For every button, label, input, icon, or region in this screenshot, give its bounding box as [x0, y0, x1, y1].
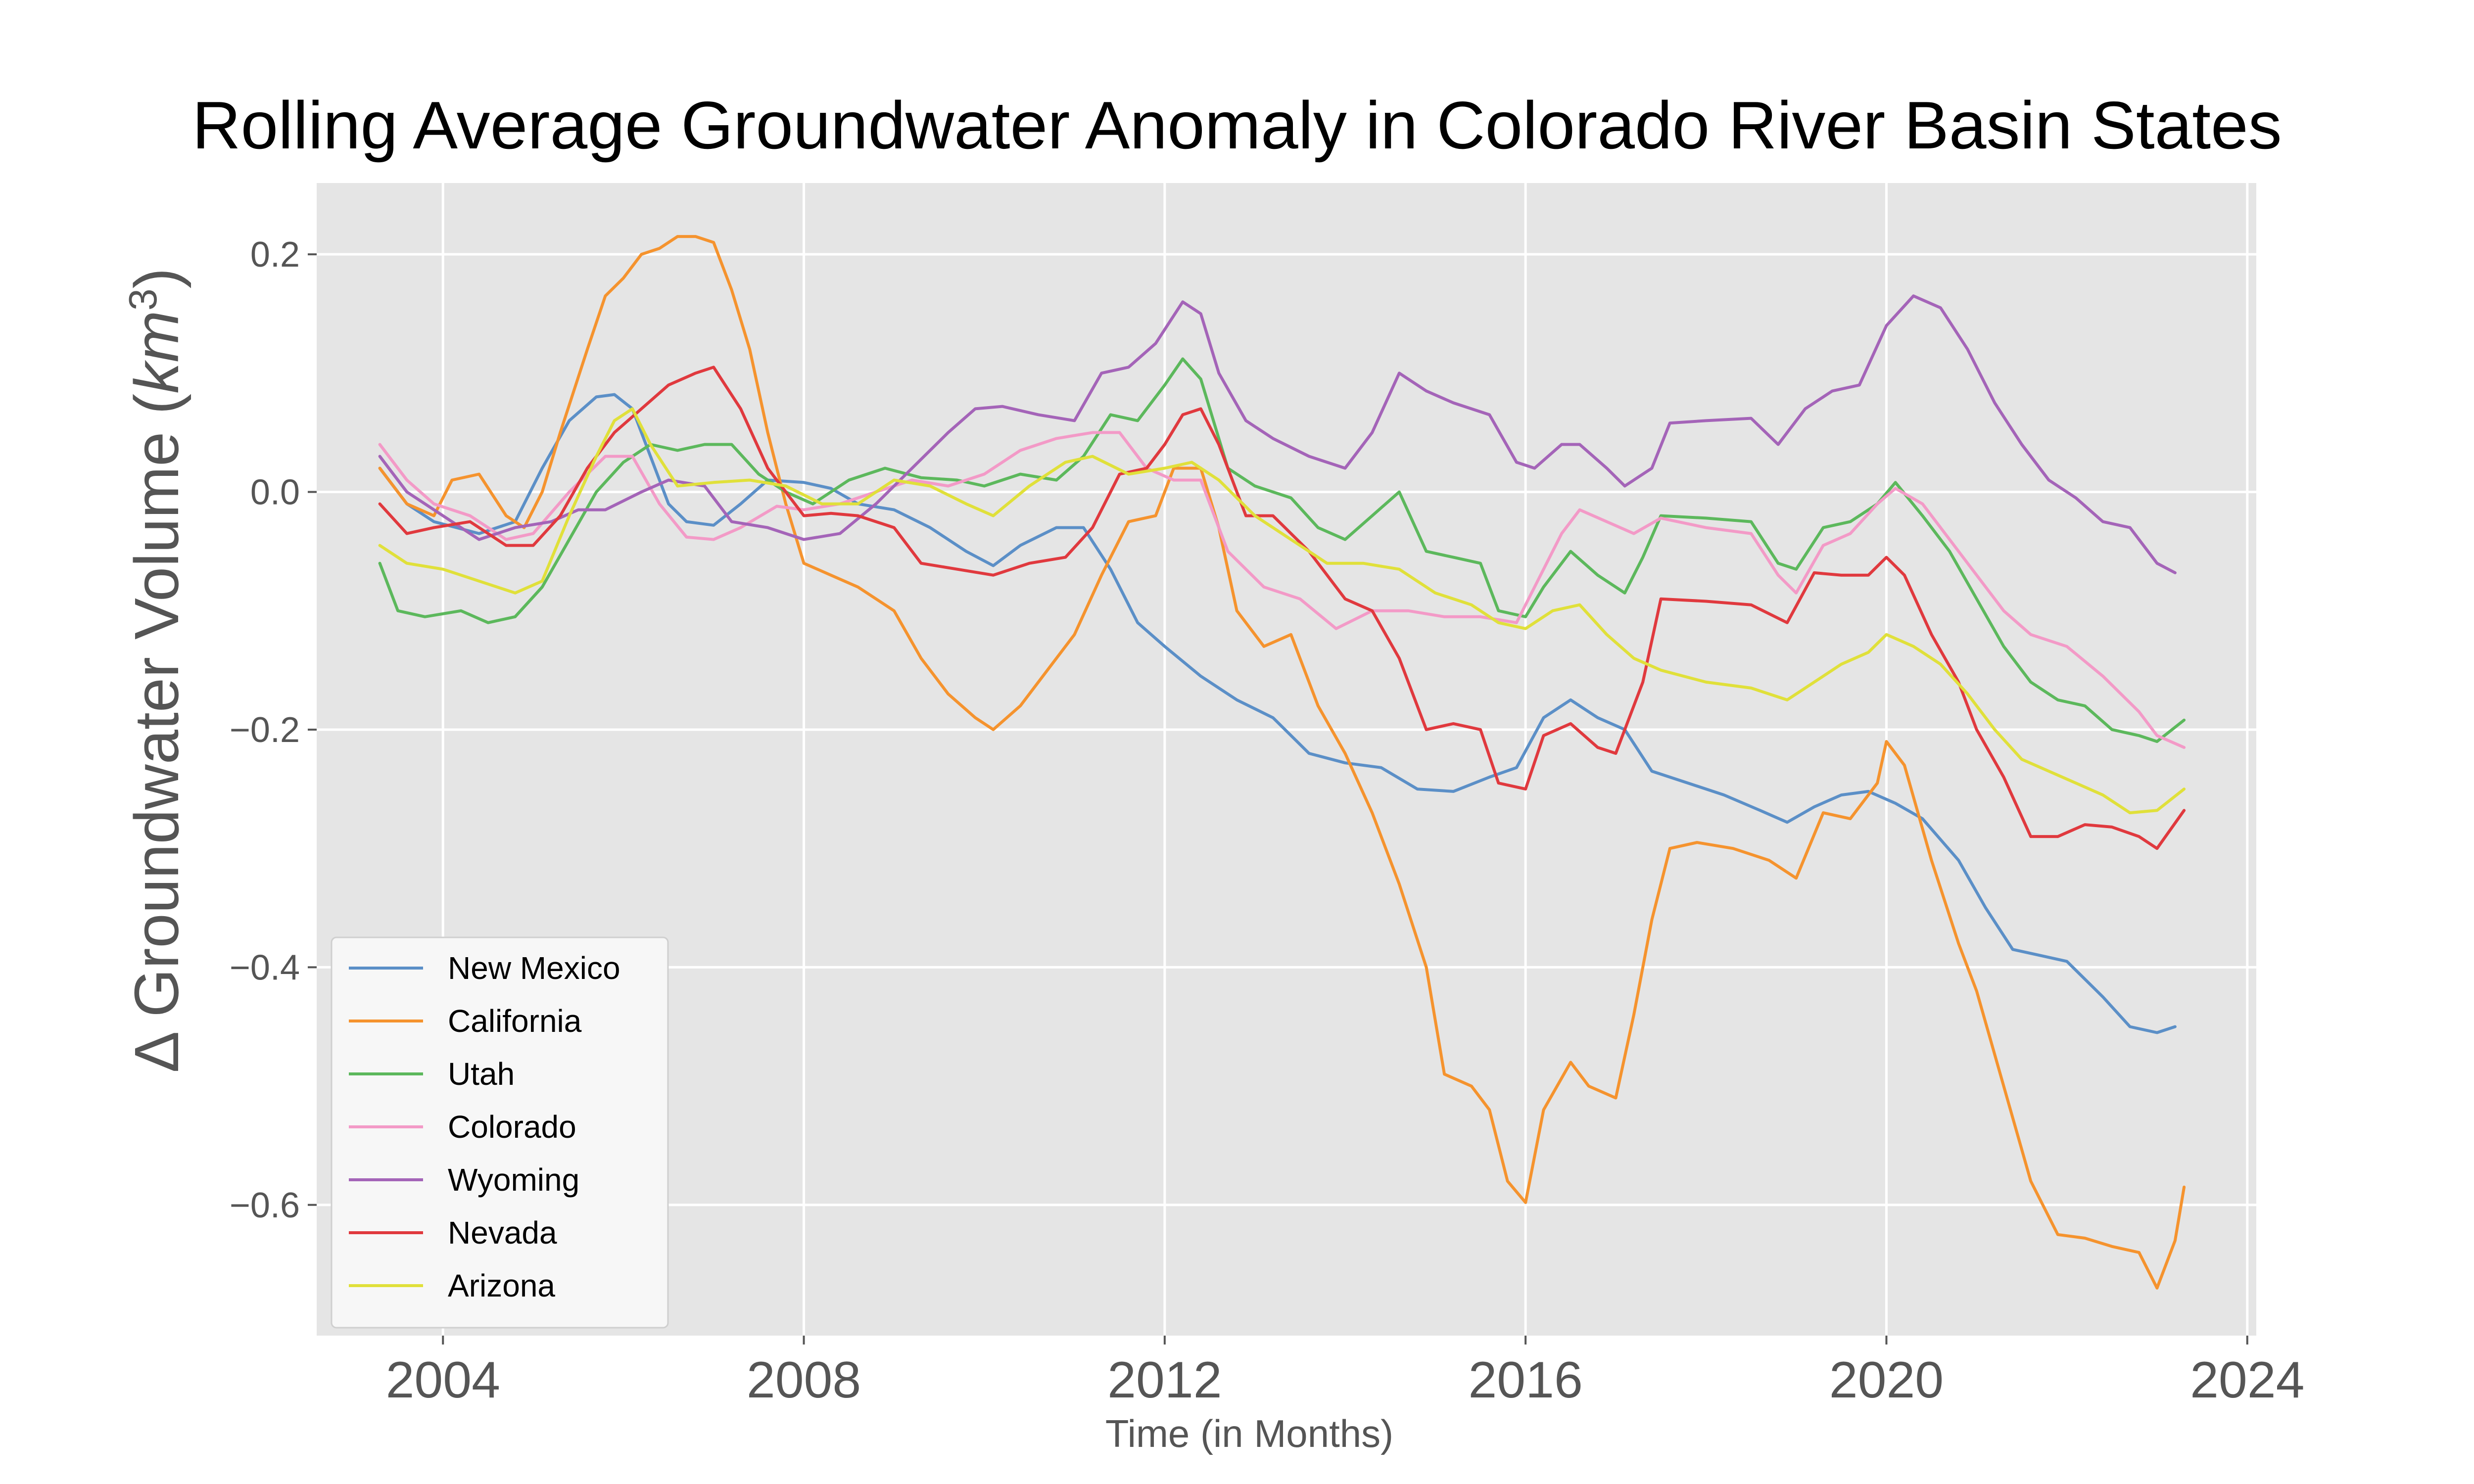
- series-line-colorado: [378, 431, 2186, 749]
- y-axis-label-suffix: ): [122, 268, 191, 288]
- y-tick-label: 0.2: [250, 235, 300, 275]
- legend-entry-label: Wyoming: [448, 1162, 579, 1198]
- series-line-arizona: [378, 407, 2186, 815]
- y-tick-label: −0.2: [230, 710, 300, 750]
- y-axis-ticks: 0.2 0.0 −0.2 −0.4 −0.6: [230, 235, 317, 1225]
- y-tick-label: −0.6: [230, 1186, 300, 1225]
- x-tick-label: 2016: [1468, 1351, 1582, 1409]
- x-tick-label: 2008: [747, 1351, 861, 1409]
- legend-entry-label: Nevada: [448, 1215, 557, 1251]
- chart-title: Rolling Average Groundwater Anomaly in C…: [192, 88, 2282, 163]
- legend-entry-label: California: [448, 1003, 582, 1039]
- y-axis-label-exponent: 3: [121, 288, 165, 311]
- y-axis-label-unit: km: [122, 311, 191, 394]
- y-tick-label: 0.0: [250, 473, 300, 512]
- x-tick-label: 2020: [1829, 1351, 1944, 1409]
- y-axis-label: Δ Groundwater Volume (km3): [121, 268, 191, 1072]
- x-tick-label: 2024: [2190, 1351, 2304, 1409]
- legend-entry-label: Utah: [448, 1056, 515, 1092]
- x-axis-label: Time (in Months): [1105, 1412, 1393, 1455]
- y-tick-label: −0.4: [230, 948, 300, 987]
- legend-entry-label: Arizona: [448, 1268, 555, 1303]
- x-tick-label: 2004: [386, 1351, 500, 1409]
- series-lines: [378, 235, 2186, 1290]
- series-line-california: [378, 235, 2186, 1290]
- y-axis-label-prefix: Δ Groundwater Volume (: [122, 394, 191, 1073]
- legend-entry-label: New Mexico: [448, 950, 620, 986]
- series-line-wyoming: [378, 294, 2177, 574]
- legend-box: [331, 936, 669, 1329]
- x-axis-ticks: 2004 2008 2012 2016 2020 2024: [386, 1336, 2304, 1409]
- legend: New Mexico California Utah Colorado Wyoming N…: [331, 936, 669, 1329]
- series-line-new-mexico: [378, 393, 2177, 1034]
- x-tick-label: 2012: [1107, 1351, 1222, 1409]
- legend-entry-label: Colorado: [448, 1109, 576, 1145]
- series-line-utah: [378, 357, 2186, 743]
